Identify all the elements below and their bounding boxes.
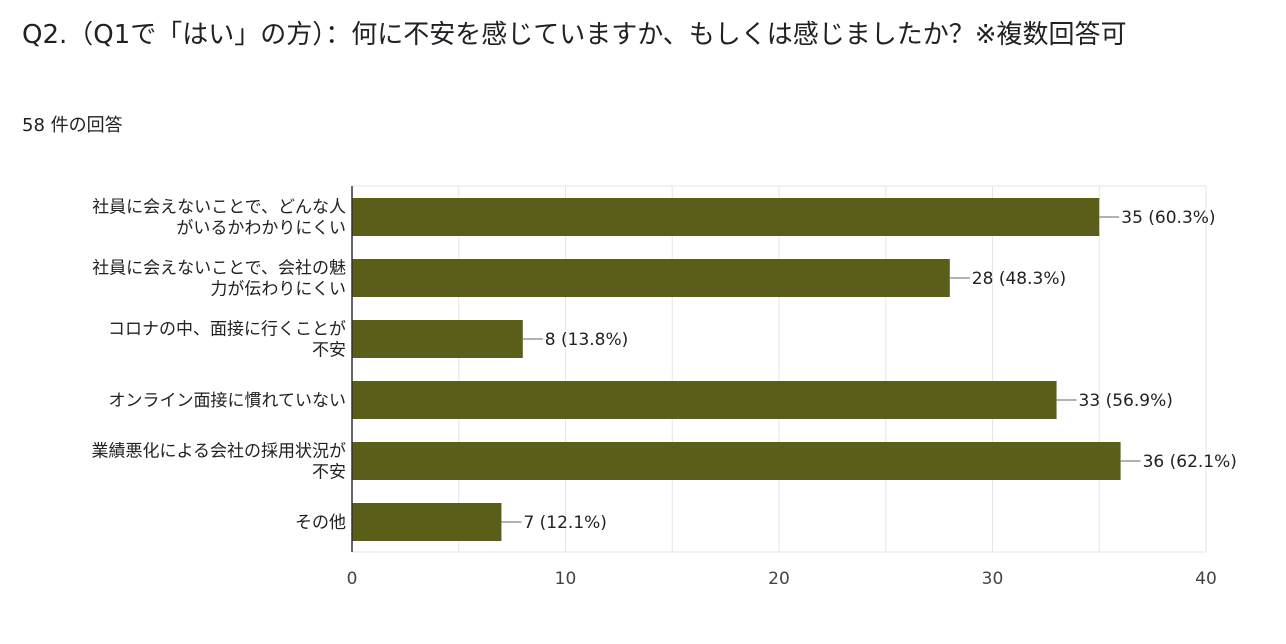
x-tick-label: 20: [768, 569, 790, 589]
category-label-line: 不安: [312, 341, 346, 361]
bar: [352, 381, 1057, 419]
bar: [352, 259, 950, 297]
data-label: 36 (62.1%): [1143, 452, 1237, 472]
category-label-line: オンライン面接に慣れていない: [109, 391, 347, 411]
category-label: 業績悪化による会社の採用状況が不安: [92, 442, 347, 483]
response-count: 58 件の回答: [22, 115, 123, 136]
category-label-line: 社員に会えないことで、どんな人: [92, 198, 346, 218]
bar: [352, 442, 1121, 480]
data-label: 8 (13.8%): [545, 330, 629, 350]
category-label-line: 力が伝わりにくい: [210, 280, 346, 300]
x-tick-label: 10: [555, 569, 577, 589]
bar: [352, 198, 1100, 236]
data-label: 33 (56.9%): [1079, 391, 1173, 411]
x-tick-label: 30: [982, 569, 1004, 589]
question-title: Q2.（Q1で「はい」の方）：何に不安を感じていますか、もしくは感じましたか？※…: [22, 20, 1127, 50]
labels: 35 (60.3%) 社員に会えないことで、どんな人がいるかわかりにくい 28 (4…: [92, 198, 1237, 534]
data-label: 7 (12.1%): [523, 513, 607, 533]
data-label: 28 (48.3%): [972, 269, 1066, 289]
bar: [352, 503, 502, 541]
data-label: 35 (60.3%): [1121, 208, 1215, 228]
category-label: 社員に会えないことで、どんな人がいるかわかりにくい: [92, 198, 346, 239]
category-label: コロナの中、面接に行くことが不安: [108, 320, 346, 361]
x-tick-label: 0: [347, 569, 358, 589]
bars: [352, 198, 1121, 541]
category-label-line: 業績悪化による会社の採用状況が: [92, 442, 347, 462]
bar: [352, 320, 523, 358]
grid-lines: [352, 185, 1207, 553]
category-label-line: その他: [295, 513, 346, 533]
category-label-line: コロナの中、面接に行くことが: [108, 320, 346, 340]
category-label: オンライン面接に慣れていない: [109, 391, 347, 411]
category-label-line: 社員に会えないことで、会社の魅: [92, 259, 346, 279]
category-label-line: がいるかわかりにくい: [176, 219, 346, 239]
category-label-line: 不安: [312, 463, 346, 483]
axes: 0 10 20 30 40: [347, 186, 1217, 589]
x-tick-label: 40: [1195, 569, 1217, 589]
category-label: その他: [295, 513, 346, 533]
category-label: 社員に会えないことで、会社の魅力が伝わりにくい: [92, 259, 346, 300]
